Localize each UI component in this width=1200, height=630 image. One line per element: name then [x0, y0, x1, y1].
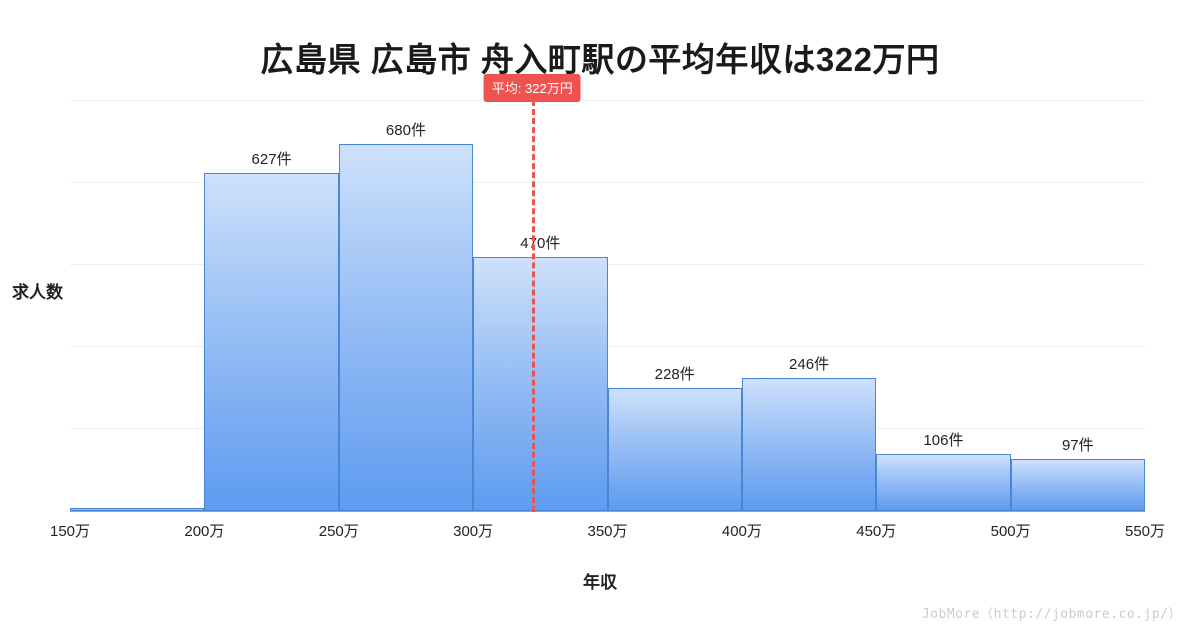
x-tick-label: 250万: [318, 523, 359, 540]
x-tick-label: 550万: [1124, 523, 1166, 540]
bar-value-label: 627件: [251, 150, 292, 168]
x-tick-label: 300万: [453, 523, 494, 540]
bar[interactable]: [70, 508, 205, 511]
bar[interactable]: [876, 453, 1011, 511]
bar[interactable]: [473, 257, 608, 511]
bar[interactable]: [1010, 458, 1145, 511]
x-tick-label: 400万: [721, 523, 762, 540]
bar[interactable]: [607, 388, 742, 511]
gridline: [70, 346, 1145, 347]
plot-area: 627件 680件 470件 228件 246件 106件 97件 平均: 322万円 150万…: [50, 74, 1165, 540]
footer-credit: JobMore（http://jobmore.co.jp/）: [921, 607, 1182, 622]
x-axis-label: 年収: [583, 573, 617, 592]
x-tick-label: 200万: [184, 523, 225, 540]
x-tick-label: 450万: [856, 523, 897, 540]
bar-value-label: 97件: [1061, 436, 1094, 454]
average-line: [532, 100, 536, 512]
x-tick-label: 150万: [49, 523, 91, 540]
x-axis-line: [70, 510, 1145, 512]
bar[interactable]: [204, 172, 339, 511]
bar[interactable]: [338, 144, 474, 511]
page-title: 広島県 広島市 舟入町駅の平均年収は322万円: [260, 41, 940, 78]
x-tick-label: 350万: [587, 523, 628, 540]
gridline: [70, 182, 1145, 183]
bar-value-label: 246件: [789, 356, 830, 374]
x-tick-label: 500万: [990, 523, 1031, 540]
bar-value-label: 470件: [520, 235, 561, 253]
bar-value-label: 106件: [923, 431, 964, 449]
bar[interactable]: [741, 378, 877, 511]
y-axis-label: 求人数: [12, 283, 63, 302]
average-badge: 平均: 322万円: [483, 74, 581, 102]
gridline: [70, 264, 1145, 265]
bar-value-label: 228件: [654, 366, 695, 383]
bar-value-label: 680件: [385, 122, 426, 140]
gridline: [70, 100, 1145, 101]
